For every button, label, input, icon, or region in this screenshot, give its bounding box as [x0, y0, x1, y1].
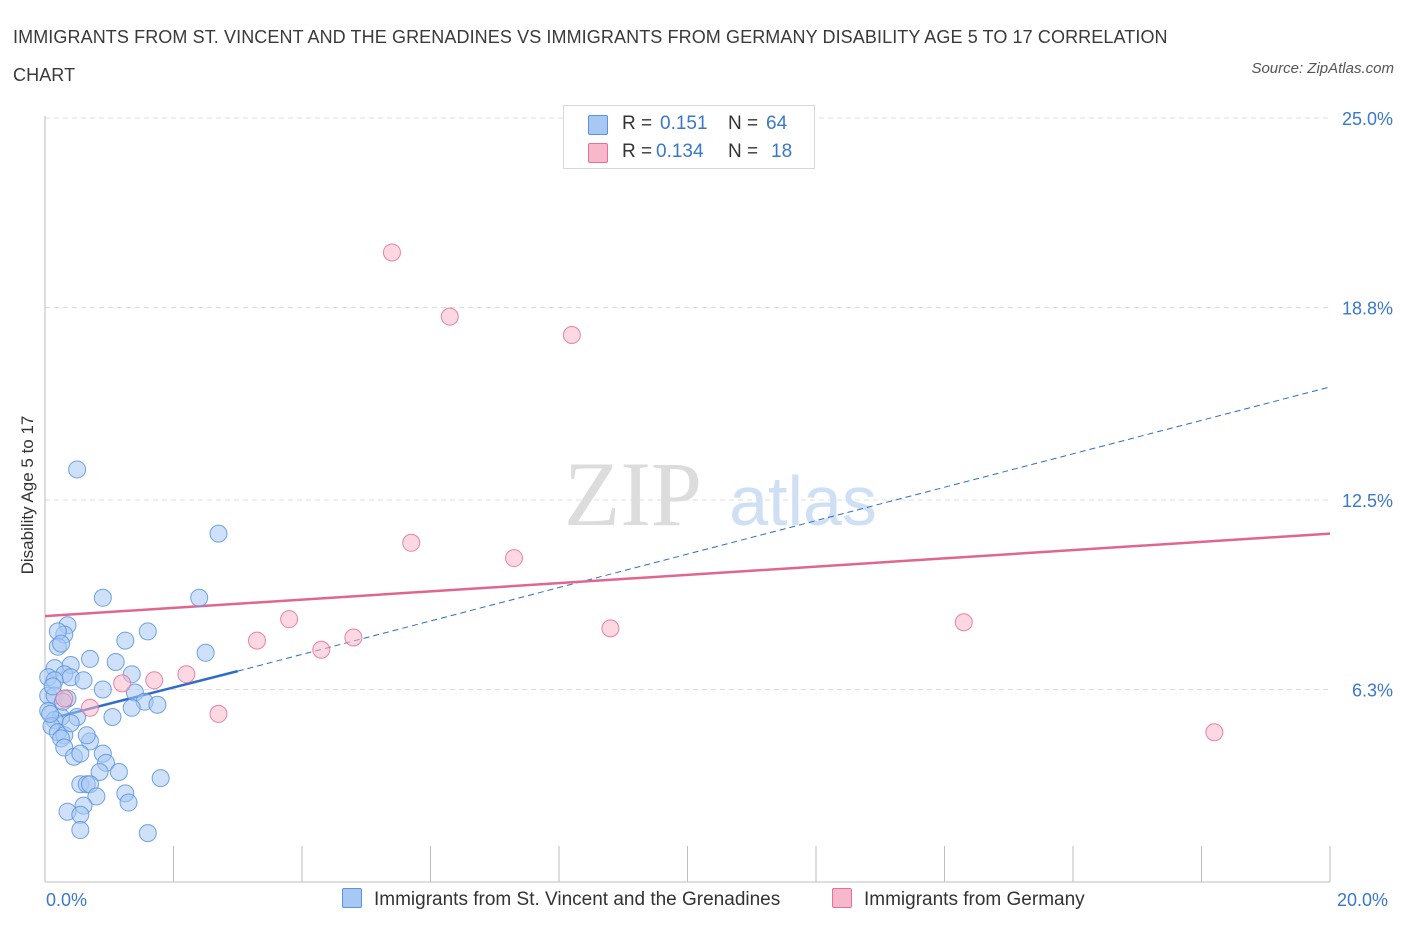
axes — [44, 116, 1331, 883]
point-st-vincent — [148, 695, 167, 714]
point-st-vincent — [109, 762, 128, 781]
point-st-vincent — [138, 824, 157, 843]
trendline-st-vincent-extended — [237, 386, 1331, 672]
point-germany — [344, 628, 363, 647]
point-st-vincent — [68, 460, 87, 479]
y-tick-label: 6.3% — [1352, 680, 1393, 700]
watermark-atlas: atlas — [729, 462, 877, 540]
point-germany — [505, 549, 524, 568]
point-germany — [80, 698, 99, 717]
series-legend-pink: Immigrants from Germany — [832, 888, 1085, 911]
y-tick-label: 25.0% — [1342, 109, 1393, 129]
series-legend-blue: Immigrants from St. Vincent and the Gren… — [342, 888, 780, 911]
point-st-vincent — [93, 588, 112, 607]
legend-swatch-pink — [588, 143, 608, 163]
point-germany — [601, 619, 620, 638]
point-st-vincent — [119, 793, 138, 812]
series-swatch-pink — [832, 888, 852, 908]
point-germany — [402, 533, 421, 552]
point-st-vincent — [122, 698, 141, 717]
point-st-vincent — [116, 631, 135, 650]
point-st-vincent — [138, 622, 157, 641]
point-germany — [562, 325, 581, 344]
y-axis-label: Disability Age 5 to 17 — [18, 415, 37, 575]
source-label: Source: ZipAtlas.com — [1251, 60, 1394, 77]
point-germany — [440, 307, 459, 326]
legend-n-label: N = — [728, 141, 759, 162]
point-st-vincent — [80, 649, 99, 668]
point-st-vincent — [196, 643, 215, 662]
x-tick-label-max: 20.0% — [1337, 890, 1389, 910]
trendline-germany — [44, 532, 1331, 618]
point-germany — [1205, 723, 1224, 742]
chart-title: IMMIGRANTS FROM ST. VINCENT AND THE GREN… — [13, 27, 1168, 85]
point-st-vincent — [93, 680, 112, 699]
point-st-vincent — [41, 704, 60, 723]
point-germany — [55, 689, 74, 708]
trendlines — [44, 386, 1331, 722]
point-st-vincent — [209, 524, 228, 543]
legend-n-label: N = — [728, 113, 759, 134]
point-germany — [280, 610, 299, 629]
point-st-vincent — [103, 707, 122, 726]
y-tick-label: 18.8% — [1342, 298, 1393, 318]
data-points — [39, 243, 1224, 843]
point-st-vincent — [77, 726, 96, 745]
point-st-vincent — [190, 588, 209, 607]
series-label-pink: Immigrants from Germany — [864, 889, 1085, 910]
point-st-vincent — [90, 762, 109, 781]
legend-n-value: 18 — [771, 141, 793, 162]
point-st-vincent — [52, 634, 71, 653]
point-st-vincent — [71, 805, 90, 824]
point-st-vincent — [74, 671, 93, 690]
x-tick-label-min: 0.0% — [46, 890, 88, 910]
series-swatch-blue — [342, 888, 362, 908]
point-st-vincent — [151, 769, 170, 788]
legend-n-value: 64 — [766, 113, 788, 134]
legend-r-label: R = — [622, 113, 653, 134]
point-germany — [113, 674, 132, 693]
point-germany — [954, 613, 973, 632]
watermark-zip: ZIP — [564, 443, 702, 545]
legend-r-value: 0.134 — [656, 141, 704, 162]
point-germany — [312, 640, 331, 659]
point-st-vincent — [71, 744, 90, 763]
point-germany — [209, 704, 228, 723]
point-germany — [382, 243, 401, 262]
correlation-legend: R = 0.151 N = 64 R = 0.134 N = 18 — [563, 105, 815, 169]
point-st-vincent — [71, 821, 90, 840]
point-st-vincent — [87, 787, 106, 806]
legend-r-value: 0.151 — [660, 113, 708, 134]
point-st-vincent — [43, 677, 62, 696]
point-st-vincent — [106, 652, 125, 671]
y-tick-labels: 6.3% 12.5% 18.8% 25.0% — [1342, 109, 1393, 700]
legend-swatch-blue — [588, 115, 608, 135]
point-germany — [145, 671, 164, 690]
legend-r-label: R = — [622, 141, 653, 162]
point-germany — [248, 631, 267, 650]
series-label-blue: Immigrants from St. Vincent and the Gren… — [374, 889, 781, 910]
point-germany — [177, 665, 196, 684]
y-tick-label: 12.5% — [1342, 491, 1393, 511]
point-st-vincent — [61, 714, 80, 733]
